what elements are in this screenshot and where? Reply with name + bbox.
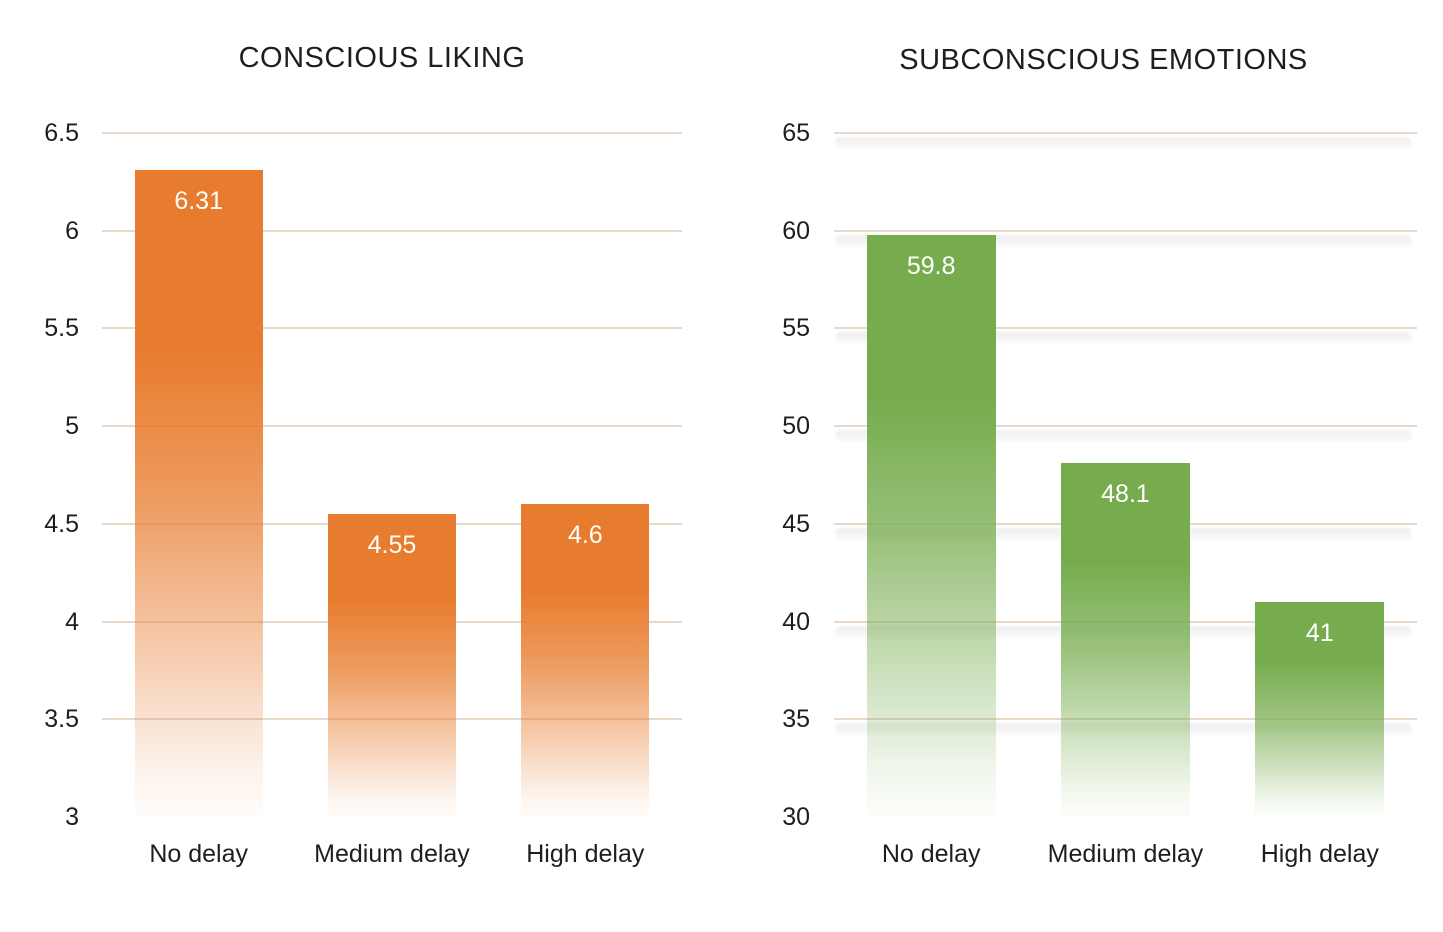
gridline-shadow [835,137,1412,149]
x-category-label: High delay [526,840,645,868]
x-category-label: No delay [149,840,248,868]
bar-value-label: 41 [1305,619,1334,648]
bar [134,170,263,817]
y-tick-label: 65 [782,119,810,147]
chart-title: CONSCIOUS LIKING [238,42,526,74]
gridline [834,132,1417,134]
bar-value-label: 6.31 [174,187,223,216]
bar [521,504,650,817]
bar-value-label: 4.6 [567,521,603,550]
y-tick-label: 4.5 [44,509,79,538]
y-tick-label: 5.5 [44,314,79,343]
y-tick-label: 3 [65,803,79,831]
x-category-label: No delay [881,840,981,868]
gridline [102,425,682,428]
y-tick-label: 3.5 [44,705,79,734]
y-tick-label: 30 [782,803,810,831]
x-category-label: High delay [1260,840,1379,868]
gridline [834,229,1417,232]
y-tick-label: 60 [782,216,810,245]
chart-title: SUBCONSCIOUS EMOTIONS [899,44,1308,76]
bar [866,234,996,817]
gridline [102,132,682,134]
bar-value-label: 4.55 [367,531,417,560]
y-tick-label: 45 [782,509,810,538]
y-tick-label: 5 [65,412,79,441]
gridline [102,327,682,330]
y-tick-label: 6.5 [44,119,79,147]
gridline [834,425,1417,428]
bar [328,514,456,817]
y-tick-label: 35 [782,705,810,734]
x-category-label: Medium delay [314,840,470,868]
gridline [834,327,1417,330]
y-tick-label: 6 [65,216,79,245]
gridline [102,229,682,232]
y-tick-label: 55 [782,314,810,343]
x-category-label: Medium delay [1047,840,1204,868]
bar [1255,602,1385,817]
bar-value-label: 59.8 [906,251,956,280]
y-tick-label: 4 [65,607,79,636]
y-tick-label: 50 [782,412,810,441]
bar-value-label: 48.1 [1101,480,1150,509]
bar [1061,463,1190,817]
y-tick-label: 40 [782,607,810,636]
